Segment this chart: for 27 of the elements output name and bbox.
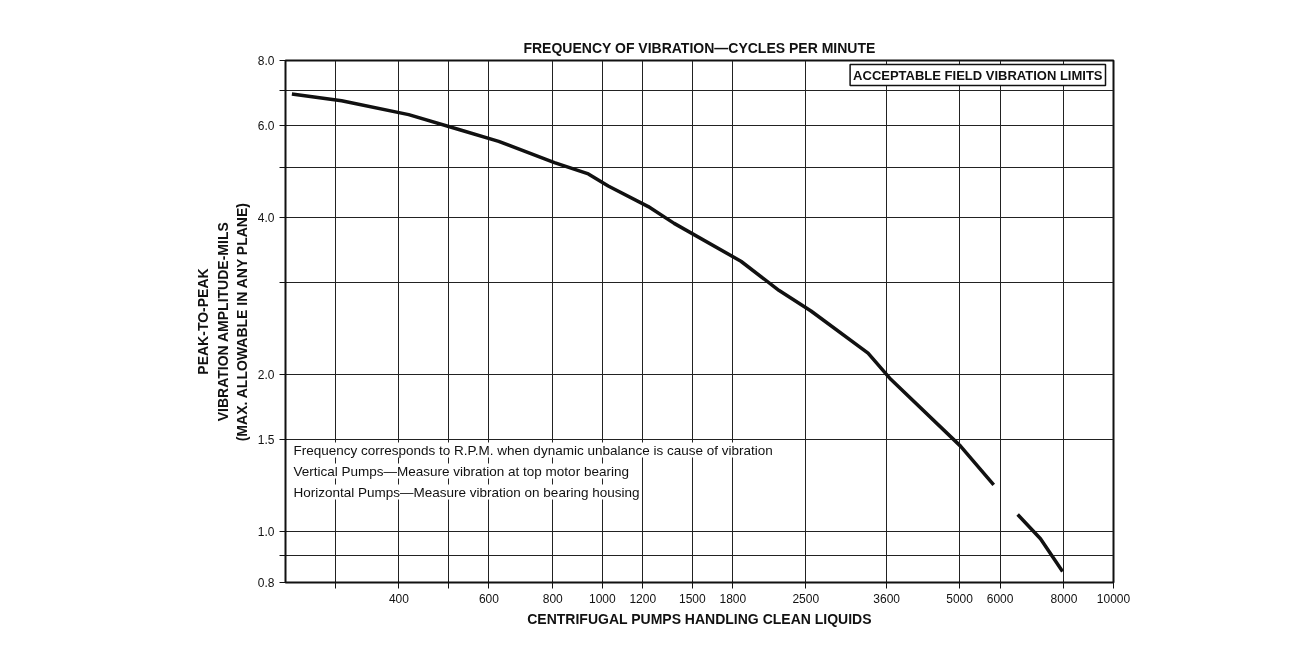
x-tick-label: 5000 [946, 591, 974, 606]
y-tick-label: 0.8 [257, 576, 275, 590]
x-tick-label: 1800 [719, 591, 747, 606]
y-tick-label: 1.5 [257, 433, 275, 448]
y-tick-label: 6.0 [257, 119, 275, 134]
annotation: Vertical Pumps—Measure vibration at top motor bearing [293, 463, 629, 479]
chart-title: FREQUENCY OF VIBRATION—CYCLES PER MINUTE [523, 39, 876, 56]
y-tick-label: 1.0 [257, 525, 275, 540]
x-tick-label: 1500 [678, 591, 707, 606]
x-tick-label: 2500 [792, 591, 820, 606]
x-tick-label: 400 [388, 591, 410, 606]
annotation: Frequency corresponds to R.P.M. when dynamic unbalance is cause of vibration [293, 442, 773, 458]
x-tick-label: 1000 [588, 591, 616, 606]
y-axis-title: PEAK-TO-PEAK VIBRATION AMPLITUDE-MILS (MAX. ALLOWABLE IN ANY PLANE) [195, 203, 250, 442]
x-tick-label: 8000 [1050, 591, 1078, 606]
x-tick-label: 6000 [986, 591, 1014, 606]
annotation: Horizontal Pumps—Measure vibration on bearing housing [293, 484, 640, 500]
annotation: ACCEPTABLE FIELD VIBRATION LIMITS [853, 67, 1103, 83]
x-tick-label: 3600 [873, 591, 901, 606]
x-tick-label: 600 [478, 591, 500, 606]
x-tick-label: 800 [542, 591, 564, 606]
x-axis-title: CENTRIFUGAL PUMPS HANDLING CLEAN LIQUIDS [527, 610, 872, 627]
y-tick-label: 4.0 [257, 211, 275, 226]
y-tick-label: 2.0 [257, 368, 275, 383]
x-tick-label: 1200 [629, 591, 657, 606]
x-tick-label: 10000 [1096, 591, 1131, 606]
y-tick-label: 8.0 [257, 54, 275, 68]
